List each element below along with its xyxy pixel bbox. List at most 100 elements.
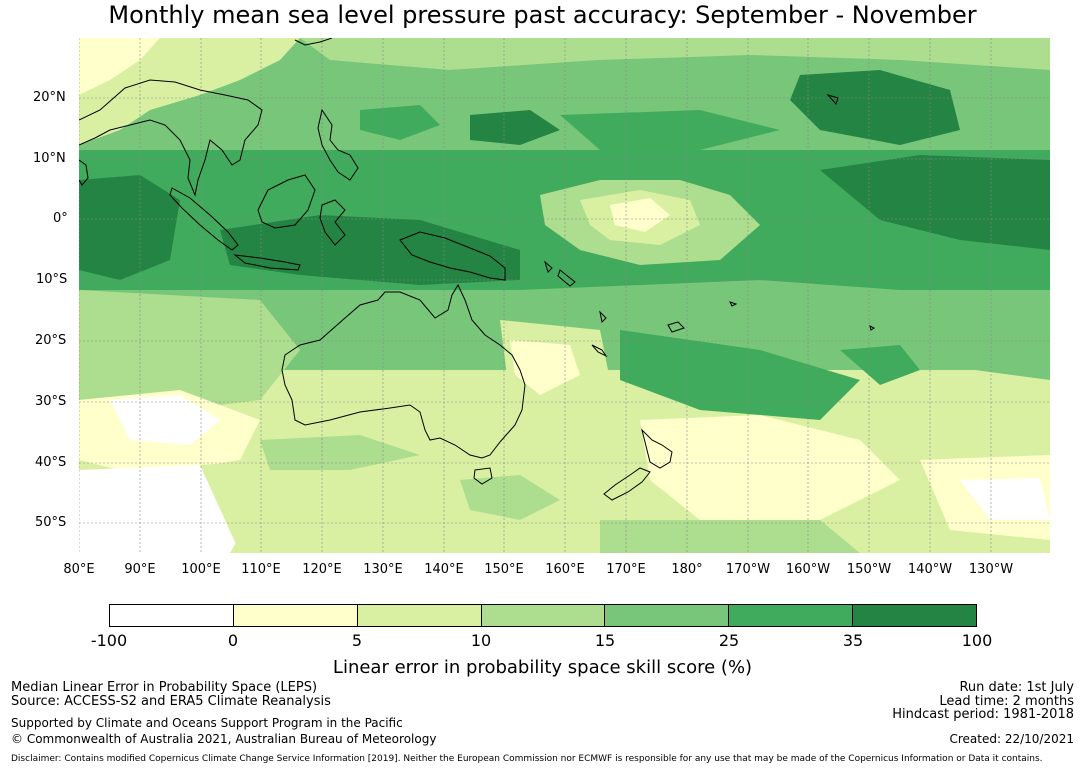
skill-region [600,520,860,553]
skill-region [220,215,520,285]
run-date-text: Run date: 1st July [959,680,1074,695]
lon-label: 170°E [606,562,646,577]
colorbar-tick: 25 [718,631,740,650]
colorbar-tick: 100 [961,631,993,650]
lon-label: 130°E [363,562,403,577]
skill-region [200,455,440,553]
island-coastline [826,94,839,105]
skill-region [79,38,300,145]
colorbar-tick: 5 [351,631,363,650]
sumatra-coastline [169,187,239,251]
skill-region [840,345,920,385]
lat-label: 40°S [35,455,67,470]
skill-map [79,38,1050,553]
new-zealand-coastline [603,467,651,501]
lat-label: 30°S [35,394,67,409]
colorbar-swatch [110,605,234,626]
new-guinea-coastline [399,231,506,281]
lon-label: 100°E [181,562,221,577]
colorbar-tick: 0 [227,631,239,650]
gridlines [79,38,1050,553]
lat-label: 20°N [33,90,66,105]
lat-label: 10°S [36,272,68,287]
colorbar-tick: 15 [594,631,616,650]
lon-label: 120°E [302,562,342,577]
skill-region [460,475,560,520]
lon-label: 160°E [545,562,585,577]
source-text: Source: ACCESS-S2 and ERA5 Climate Reana… [11,694,331,709]
colorbar-swatch [357,605,482,626]
north-coastline [294,38,333,46]
skill-region [79,175,180,280]
skill-region [520,280,1050,380]
lead-time-text: Lead time: 2 months [939,694,1074,709]
lon-label: 150°E [484,562,524,577]
lon-label: 80°E [63,562,95,577]
skill-region [300,38,1050,70]
skill-region [79,38,160,95]
colorbar [109,604,977,627]
skill-regions [79,38,1050,553]
skill-region [560,110,780,150]
lon-label: 90°E [124,562,156,577]
island-coastline [544,260,553,273]
lon-label: 140°W [907,562,953,577]
skill-region [640,415,900,520]
colorbar-label: Linear error in probability space skill … [332,657,753,678]
island-coastline [591,344,608,358]
sulawesi-coastline [319,199,346,246]
borneo-coastline [257,174,316,229]
island-coastline [599,310,607,324]
new-zealand-coastline [641,428,673,469]
colorbar-tick: 10 [470,631,492,650]
lat-label: 0° [53,211,68,226]
skill-region [79,290,300,410]
copyright-text: © Commonwealth of Australia 2021, Austra… [11,732,437,746]
colorbar-swatch [605,605,730,626]
lat-label: 50°S [35,515,67,530]
created-text: Created: 22/10/2021 [949,732,1074,746]
philippines-coastline [317,108,359,181]
sri-lanka-coastline [79,159,89,186]
skill-region [260,435,420,470]
supported-text: Supported by Climate and Oceans Support … [11,716,403,730]
skill-region [360,105,440,140]
disclaimer-text: Disclaimer: Contains modified Copernicus… [11,754,1043,764]
lon-label: 150°W [846,562,892,577]
lat-label: 10°N [33,151,66,166]
colorbar-swatch [853,605,977,626]
skill-region [860,395,1050,450]
chart-title: Monthly mean sea level pressure past acc… [108,1,977,29]
skill-region [960,478,1050,520]
skill-region [510,340,580,395]
java-coastline [233,254,301,271]
lon-label: 140°E [424,562,464,577]
tasmania-coastline [473,467,493,485]
colorbar-swatch [481,605,606,626]
skill-region [820,155,1050,250]
island-coastline [557,269,576,287]
colorbar-swatch [729,605,854,626]
skill-region [620,330,860,420]
island-coastline [667,321,685,333]
skill-region [110,395,220,445]
island-coastline [869,325,875,331]
island-coastline [729,301,738,307]
lon-label: 130°W [968,562,1014,577]
australia-coastline [281,283,526,459]
lat-label: 20°S [35,333,67,348]
method-text: Median Linear Error in Probability Space… [11,680,318,695]
lon-label: 160°W [785,562,831,577]
se-asia-coastline [79,79,263,197]
skill-region [920,250,1050,290]
colorbar-swatch [233,605,358,626]
skill-region [610,198,670,232]
skill-region [790,70,960,145]
lon-label: 170°W [725,562,771,577]
skill-region [470,110,560,145]
lon-label: 110°E [241,562,281,577]
colorbar-tick: -100 [90,631,128,650]
colorbar-tick: 35 [842,631,864,650]
coastlines [79,38,875,501]
lon-label: 180° [671,562,703,577]
